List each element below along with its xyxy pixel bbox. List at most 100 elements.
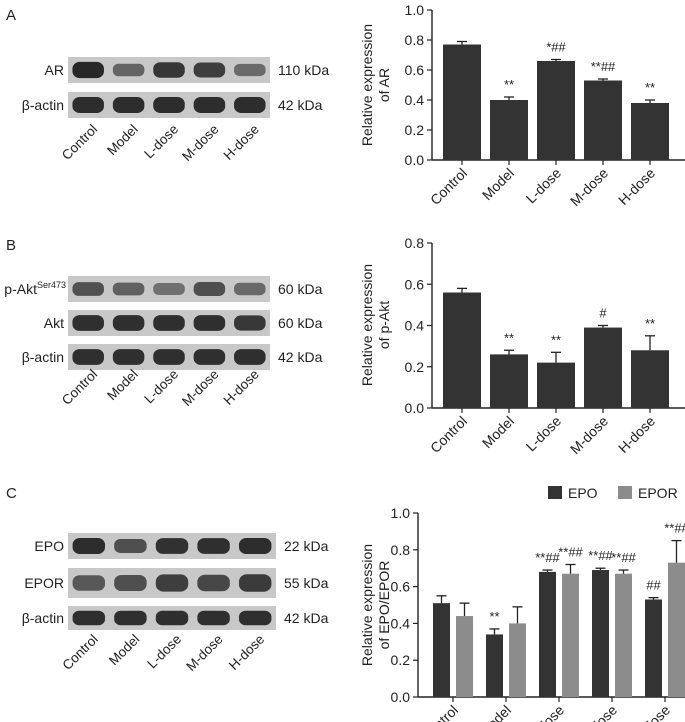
bar	[584, 80, 622, 160]
group-label: L-dose	[141, 367, 181, 407]
bar	[592, 570, 609, 697]
blot-epo: EPO 22 kDa	[34, 533, 329, 559]
significance-label: **##	[558, 545, 583, 560]
y-tick-label: 0.8	[405, 235, 425, 251]
significance-label: **##	[664, 521, 685, 536]
significance-label: #	[599, 306, 607, 321]
blot-band	[153, 62, 185, 78]
bar	[433, 603, 450, 697]
blot-size: 110 kDa	[278, 62, 329, 78]
significance-label: **##	[591, 59, 616, 74]
blot-epor: EPOR 55 kDa	[24, 568, 329, 598]
blot-name: EPO	[34, 538, 64, 554]
group-label: Control	[59, 122, 100, 163]
significance-label: **	[504, 330, 514, 345]
blot-ar: AR 110 kDa	[45, 57, 329, 83]
blot-band	[234, 315, 266, 331]
bar	[456, 616, 473, 697]
legend-label: EPOR	[638, 485, 678, 501]
blot-band	[72, 97, 104, 113]
blot-name: p-AktSer473	[4, 280, 66, 297]
y-tick-label: 1.0	[391, 505, 411, 521]
x-tick-label: H-dose	[615, 413, 658, 456]
bar	[490, 354, 528, 408]
y-tick-label: 0.6	[391, 579, 411, 595]
chart: 0.0 0.2 0.4 0.6 0.8 Relative expressionof p-A…	[359, 235, 685, 457]
bar	[537, 362, 575, 408]
blot-band	[193, 97, 226, 113]
significance-label: **	[551, 332, 561, 347]
x-tick-label: L-dose	[523, 413, 565, 455]
x-tick-label: M-dose	[567, 413, 611, 457]
blot-band	[234, 97, 266, 113]
blot-band	[155, 610, 189, 626]
blot-name: β-actin	[22, 349, 64, 365]
blot-name: β-actin	[22, 97, 64, 113]
chart: 0.0 0.2 0.4 0.6 0.8 1.0 Relative expressionof …	[359, 485, 685, 722]
blot-band	[193, 282, 226, 296]
panel-c: C EPO 22 kDa EPOR 55 kDa β-actin 42 kDa Control…	[6, 485, 685, 722]
y-tick-label: 0.4	[405, 318, 425, 334]
blot-name: EPOR	[24, 575, 64, 591]
bar	[631, 350, 669, 408]
y-tick-label: 0.2	[391, 652, 411, 668]
x-tick-label: L-dose	[526, 702, 568, 722]
blot-band	[114, 610, 147, 626]
y-tick-label: 0.0	[391, 689, 411, 705]
blot-band	[155, 574, 189, 592]
significance-label: **##	[535, 550, 560, 565]
blot-akt: Akt 60 kDa	[44, 310, 323, 336]
group-label: M-dose	[183, 632, 225, 674]
group-label: M-dose	[179, 122, 221, 164]
bar	[584, 327, 622, 408]
blot-band	[197, 574, 230, 592]
blot-band	[193, 315, 226, 331]
x-tick-label: Control	[418, 702, 461, 722]
legend: EPO EPOR	[548, 485, 678, 501]
x-tick-label: Control	[427, 413, 470, 456]
x-tick-label: Model	[479, 165, 517, 203]
blot-size: 60 kDa	[278, 315, 323, 331]
blot-band	[112, 349, 145, 365]
blot-size: 42 kDa	[284, 610, 329, 626]
blot-band	[72, 575, 106, 591]
blot-band	[234, 63, 266, 77]
x-tick-label: Control	[427, 165, 470, 208]
y-axis-label: Relative expressionof AR	[359, 24, 392, 146]
group-label: H-dose	[221, 122, 262, 163]
blot-band	[112, 63, 145, 77]
significance-label: **##	[611, 550, 636, 565]
y-tick-label: 0.8	[391, 542, 411, 558]
bar	[490, 100, 528, 160]
blot-band	[153, 283, 185, 295]
x-tick-label: M-dose	[567, 165, 611, 209]
y-tick-label: 0.4	[405, 92, 425, 108]
y-tick-label: 0.6	[405, 62, 425, 78]
legend-label: EPO	[568, 485, 598, 501]
panel-label: B	[6, 237, 16, 254]
y-tick-label: 0.2	[405, 122, 425, 138]
blot-band	[155, 538, 189, 554]
bar	[668, 562, 685, 697]
blot-band	[72, 61, 104, 79]
bar	[486, 634, 503, 697]
blot-name: AR	[45, 62, 64, 78]
blot-band	[197, 610, 230, 626]
blot-band	[193, 62, 226, 78]
y-tick-label: 0.8	[405, 32, 425, 48]
blot-band	[238, 574, 272, 592]
group-label: L-dose	[144, 632, 184, 672]
bar	[443, 44, 481, 160]
significance-label: ##	[646, 578, 661, 593]
blot-band	[153, 97, 185, 113]
blot-band	[72, 349, 104, 365]
x-tick-label: M-dose	[576, 702, 620, 722]
blot-size: 22 kDa	[284, 538, 329, 554]
panel-label: A	[6, 7, 16, 24]
blot-name: β-actin	[22, 610, 64, 626]
significance-label: **	[504, 77, 514, 92]
y-axis-label: Relative expressionof EPO/EPOR	[359, 544, 392, 666]
y-axis-label: Relative expressionof p-Akt	[359, 264, 392, 386]
